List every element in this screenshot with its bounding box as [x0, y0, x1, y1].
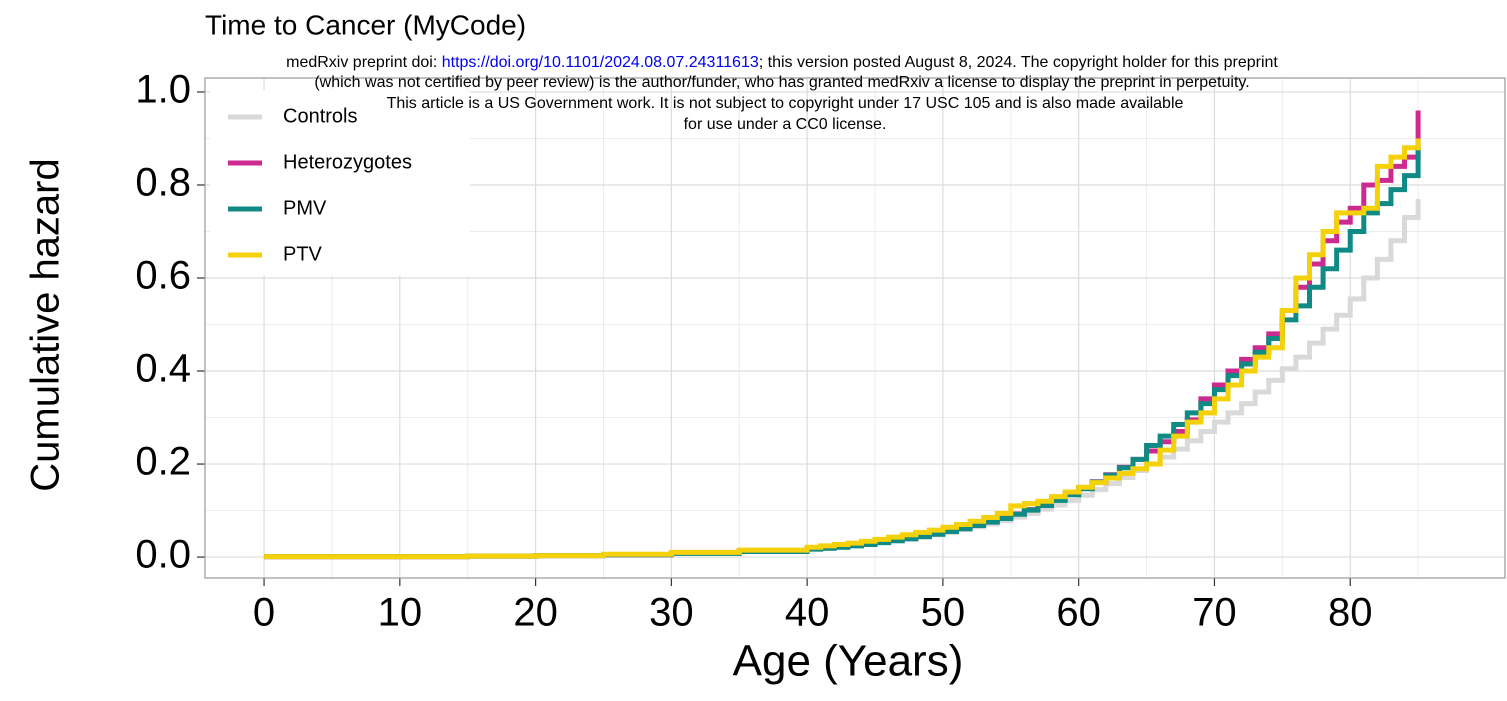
y-tick-label: 0.8 [135, 161, 191, 205]
x-tick-label: 30 [649, 591, 694, 635]
y-tick-label: 0.2 [135, 440, 191, 484]
y-axis-label: Cumulative hazard [24, 158, 68, 492]
legend-label: PMV [283, 197, 327, 219]
step-line [264, 138, 1421, 560]
watermark-line: This article is a US Government work. It… [387, 95, 1184, 112]
panel-border [204, 77, 1506, 579]
y-tick-label: 0.6 [135, 254, 191, 298]
watermark-line: (which was not certified by peer review)… [314, 74, 1249, 91]
legend: Controls Heterozygotes PMV PTV [210, 90, 470, 275]
x-tick-label: 70 [1192, 591, 1237, 635]
watermark-line: for use under a CC0 license. [684, 116, 887, 133]
x-tick-label: 80 [1328, 591, 1373, 635]
legend-label: Controls [283, 105, 357, 127]
doi-link[interactable]: https://doi.org/10.1101/2024.08.07.24311… [442, 54, 759, 71]
watermark-text: medRxiv preprint doi: [286, 54, 442, 71]
x-axis-label: Age (Years) [733, 637, 964, 686]
legend-label: Heterozygotes [283, 151, 412, 173]
watermark: medRxiv preprint doi: https://doi.org/10… [286, 54, 1278, 133]
plot-area: 0 10 20 30 40 50 60 70 80 0.0 0.2 0.4 0.6 0.8 1.0 [135, 68, 1506, 635]
watermark-line: medRxiv preprint doi: https://doi.org/10… [286, 54, 1278, 71]
x-tick-label: 20 [513, 591, 558, 635]
x-tick-label: 40 [785, 591, 830, 635]
legend-background [210, 90, 470, 275]
watermark-text: ; this version posted August 8, 2024. Th… [759, 54, 1279, 71]
x-tick-label: 50 [921, 591, 966, 635]
legend-label: PTV [283, 243, 323, 265]
y-tick-label: 1.0 [135, 68, 191, 112]
y-tick-label: 0.0 [135, 533, 191, 577]
x-tick-label: 10 [378, 591, 423, 635]
x-tick-label: 60 [1056, 591, 1101, 635]
x-tick-label: 0 [253, 591, 275, 635]
y-tick-label: 0.4 [135, 347, 191, 391]
chart-title: Time to Cancer (MyCode) [205, 9, 526, 40]
